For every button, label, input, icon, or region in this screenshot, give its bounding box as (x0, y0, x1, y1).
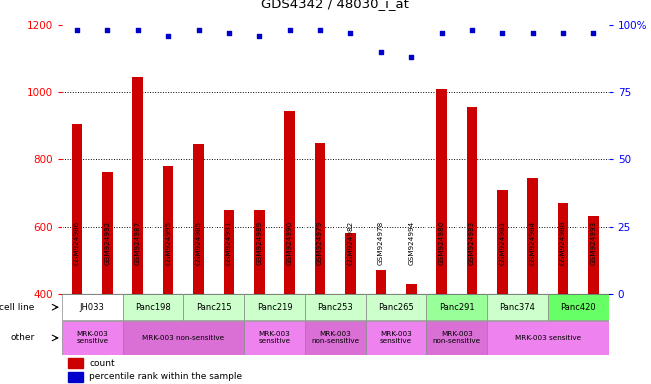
Point (558, 30, 568, 36)
Text: GSM924990: GSM924990 (286, 221, 293, 265)
Text: Panc265: Panc265 (378, 303, 414, 312)
Bar (62, 321, 122, 354)
Point (163, 33, 173, 39)
Bar (72, 124, 82, 294)
Bar (467, 107, 477, 294)
Text: GSM924981: GSM924981 (499, 221, 505, 265)
Text: GSM924988: GSM924988 (560, 221, 566, 265)
Text: GSM924978: GSM924978 (378, 221, 384, 265)
Point (72, 27, 82, 33)
Point (193, 27, 204, 33)
Point (527, 30, 538, 36)
Bar (376, 270, 386, 294)
Text: Panc374: Panc374 (499, 303, 536, 312)
Bar (366, 321, 426, 354)
Text: percentile rank within the sample: percentile rank within the sample (89, 372, 242, 381)
Point (284, 27, 295, 33)
Text: GSM924993: GSM924993 (590, 221, 596, 265)
Bar (122, 294, 184, 320)
Point (315, 27, 326, 33)
Point (589, 30, 599, 36)
Text: GSM924994: GSM924994 (408, 221, 414, 265)
Text: GSM924983: GSM924983 (469, 221, 475, 265)
Bar (548, 294, 609, 320)
Bar (122, 321, 244, 354)
Bar (193, 144, 204, 294)
Text: MRK-003
sensitive: MRK-003 sensitive (76, 331, 108, 344)
Text: GSM924989: GSM924989 (256, 221, 262, 265)
Bar (184, 294, 244, 320)
Text: GSM924985: GSM924985 (195, 221, 202, 265)
Bar (558, 203, 568, 294)
Text: cell line: cell line (0, 303, 35, 312)
Text: GSM924992: GSM924992 (104, 221, 111, 265)
Bar (527, 178, 538, 294)
Text: GSM924991: GSM924991 (226, 221, 232, 265)
Bar (284, 111, 295, 294)
Bar (254, 210, 264, 294)
Bar (305, 294, 366, 320)
Bar (426, 294, 487, 320)
Text: Panc219: Panc219 (256, 303, 292, 312)
Bar (68, 358, 83, 368)
Bar (589, 217, 599, 294)
Text: MRK-003
non-sensitive: MRK-003 non-sensitive (433, 331, 481, 344)
Text: Panc198: Panc198 (135, 303, 171, 312)
Bar (497, 190, 508, 294)
Text: Panc291: Panc291 (439, 303, 475, 312)
Point (467, 27, 477, 33)
Bar (133, 77, 143, 294)
Bar (345, 233, 355, 294)
Point (133, 27, 143, 33)
Bar (406, 284, 417, 294)
Bar (305, 321, 366, 354)
Bar (487, 294, 548, 320)
Text: Panc420: Panc420 (561, 303, 596, 312)
Text: other: other (10, 333, 35, 343)
Text: JH033: JH033 (80, 303, 105, 312)
Text: Panc215: Panc215 (196, 303, 232, 312)
Point (345, 30, 355, 36)
Bar (244, 294, 305, 320)
Bar (224, 210, 234, 294)
Text: MRK-003
non-sensitive: MRK-003 non-sensitive (311, 331, 359, 344)
Text: GSM924987: GSM924987 (135, 221, 141, 265)
Text: MRK-003 sensitive: MRK-003 sensitive (515, 335, 581, 341)
Point (376, 49, 386, 55)
Text: MRK-003
sensitive: MRK-003 sensitive (258, 331, 290, 344)
Text: GSM924984: GSM924984 (530, 221, 536, 265)
Point (436, 30, 447, 36)
Text: GSM924986: GSM924986 (74, 221, 80, 265)
Bar (62, 294, 122, 320)
Point (224, 30, 234, 36)
Point (406, 54, 417, 60)
Bar (487, 321, 609, 354)
Text: count: count (89, 359, 115, 368)
Text: GDS4342 / 48030_i_at: GDS4342 / 48030_i_at (261, 0, 409, 10)
Text: GSM924979: GSM924979 (317, 221, 323, 265)
Text: GSM924995: GSM924995 (165, 221, 171, 265)
Point (497, 30, 508, 36)
Bar (68, 372, 83, 382)
Text: Panc253: Panc253 (318, 303, 353, 312)
Point (254, 33, 264, 39)
Bar (244, 321, 305, 354)
Text: GSM924982: GSM924982 (348, 221, 353, 265)
Text: MRK-003
sensitive: MRK-003 sensitive (380, 331, 412, 344)
Bar (315, 142, 326, 294)
Bar (436, 89, 447, 294)
Bar (163, 166, 173, 294)
Bar (366, 294, 426, 320)
Text: GSM924980: GSM924980 (439, 221, 445, 265)
Point (102, 27, 113, 33)
Bar (426, 321, 487, 354)
Bar (102, 172, 113, 294)
Text: MRK-003 non-sensitive: MRK-003 non-sensitive (143, 335, 225, 341)
